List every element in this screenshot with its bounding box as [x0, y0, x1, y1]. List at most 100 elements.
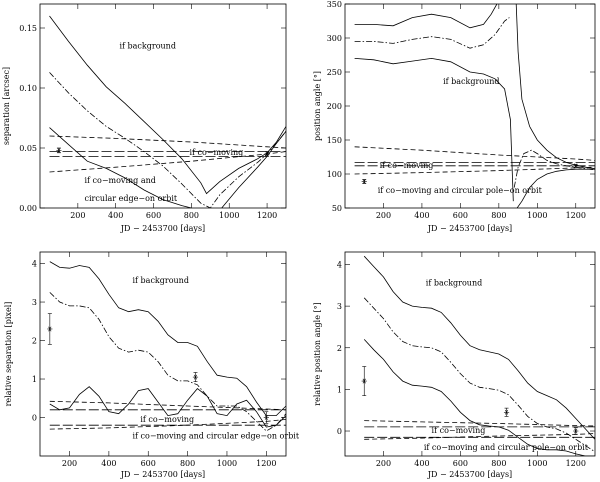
- annotation: if co−moving and circular edge−on orbit: [132, 432, 299, 441]
- annotations: if background if co−moving if co−moving an…: [84, 41, 243, 202]
- x-axis-label: JD − 2453700 [days]: [427, 224, 512, 233]
- x-tick-label: 600: [141, 459, 156, 468]
- y-tick-label: 0: [32, 414, 37, 423]
- annotation: if co−moving: [189, 148, 243, 157]
- y-tick-label: 3: [337, 302, 342, 311]
- plot-frame: [344, 251, 596, 457]
- x-tick-label: 1000: [217, 459, 237, 468]
- series-line: [49, 419, 286, 430]
- y-tick-label: 0.15: [19, 24, 37, 33]
- x-tick-label: 1000: [527, 459, 547, 468]
- data-points: [47, 313, 269, 424]
- y-tick-label: 0.05: [19, 144, 37, 153]
- data-point: [192, 372, 199, 383]
- y-ticks: 0 1 2 3 4: [337, 260, 595, 436]
- x-tick-label: 600: [146, 211, 161, 220]
- annotations: if background if co−moving if co−moving an…: [378, 77, 543, 195]
- annotations: if background if co−moving if co−moving an…: [132, 276, 299, 441]
- series-line: [49, 151, 286, 173]
- x-tick-label: 400: [101, 459, 116, 468]
- data-point: [361, 179, 367, 184]
- x-tick-label: 400: [414, 459, 429, 468]
- y-tick-label: 0.00: [19, 204, 37, 213]
- y-tick-label: 50: [332, 204, 342, 213]
- y-tick-label: 350: [327, 0, 342, 9]
- data-points: [361, 366, 579, 435]
- y-tick-label: 3: [32, 298, 37, 307]
- x-tick-label: 1200: [566, 459, 586, 468]
- x-tick-label: 800: [491, 211, 506, 220]
- plot-frame: [39, 251, 287, 457]
- y-axis-label: position angle [°]: [313, 71, 322, 141]
- series-line: [363, 339, 595, 456]
- x-tick-label: 1200: [566, 211, 586, 220]
- data-point: [47, 313, 53, 345]
- x-tick-label: 800: [491, 459, 506, 468]
- y-tick-label: 1: [32, 375, 37, 384]
- x-tick-label: 1200: [257, 211, 277, 220]
- data-point: [573, 427, 579, 435]
- series-line: [49, 292, 286, 432]
- series-line: [49, 261, 286, 416]
- x-tick-label: 800: [184, 211, 199, 220]
- series-line: [49, 127, 192, 208]
- series-line: [49, 386, 286, 428]
- plot-frame: [344, 3, 596, 209]
- data-point: [264, 151, 270, 157]
- data-points: [56, 147, 270, 157]
- series-line: [354, 57, 514, 202]
- panel-relative-position-angle: 200 400 600 800 1000 1200 0 1 2 3 4 if background…: [313, 251, 596, 479]
- series-line: [354, 166, 595, 175]
- y-tick-label: 1: [337, 385, 342, 394]
- annotation: if co−moving: [380, 161, 434, 170]
- curves: [49, 261, 286, 432]
- x-ticks: 200 400 600 800 1000 1200: [376, 252, 586, 468]
- data-point: [361, 366, 367, 396]
- annotation: if background: [119, 41, 175, 50]
- x-axis-label: JD − 2453700 [days]: [120, 224, 205, 233]
- annotation: if background: [132, 276, 188, 285]
- x-tick-label: 200: [376, 459, 391, 468]
- plot-frame: [39, 3, 287, 209]
- series-line: [364, 420, 595, 427]
- x-ticks: 200 400 600 800 1000 1200: [376, 4, 586, 220]
- y-tick-label: 4: [337, 260, 342, 269]
- y-tick-label: 300: [327, 34, 342, 43]
- series-line: [49, 72, 286, 208]
- y-axis-label: relative position angle [°]: [313, 302, 322, 405]
- x-axis-label: JD − 2453700 [days]: [427, 470, 512, 479]
- panel-separation: 200 400 600 800 1000 1200 0.00 0.05 0.10 0.15 if…: [2, 3, 287, 233]
- series-line: [49, 400, 286, 411]
- data-point: [56, 147, 62, 154]
- annotation: if background: [443, 77, 499, 86]
- y-tick-label: 0: [337, 427, 342, 436]
- x-tick-label: 600: [453, 459, 468, 468]
- curves: [363, 255, 595, 456]
- y-tick-label: 4: [32, 260, 37, 269]
- curves: [49, 15, 286, 208]
- x-tick-label: 600: [453, 211, 468, 220]
- annotations: if background if co−moving if co−moving an…: [424, 278, 589, 451]
- x-tick-label: 400: [414, 211, 429, 220]
- series-line: [364, 433, 595, 440]
- x-tick-label: 1000: [219, 211, 239, 220]
- x-ticks: 200 400 600 800 1000 1200: [62, 252, 276, 468]
- annotation: if background: [426, 278, 482, 287]
- series-line: [363, 255, 595, 440]
- series-line: [49, 135, 286, 149]
- annotation: if co−moving and circular pole−on orbit: [424, 443, 589, 452]
- data-point: [503, 407, 510, 417]
- y-tick-label: 100: [327, 170, 342, 179]
- x-tick-label: 400: [108, 211, 123, 220]
- x-tick-label: 200: [376, 211, 391, 220]
- y-tick-label: 200: [327, 102, 342, 111]
- y-axis-label: separation [arcsec]: [2, 67, 11, 145]
- y-tick-label: 2: [32, 337, 37, 346]
- series-line: [49, 15, 286, 195]
- x-tick-label: 1200: [256, 459, 276, 468]
- y-tick-label: 2: [337, 344, 342, 353]
- data-point: [263, 411, 269, 424]
- x-ticks: 200 400 600 800 1000 1200: [70, 4, 277, 220]
- curves: [354, 4, 595, 208]
- series-line: [354, 146, 595, 161]
